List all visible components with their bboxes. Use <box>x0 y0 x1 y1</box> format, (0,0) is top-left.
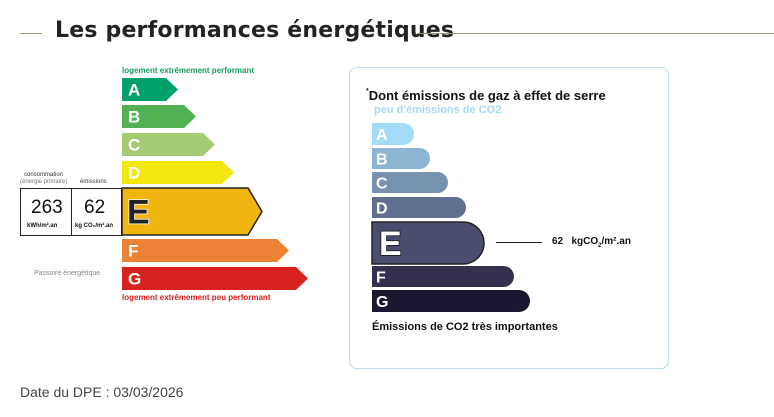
dpe-class-g-letter: G <box>128 270 141 289</box>
ges-class-e-bar <box>371 221 485 265</box>
dpe-class-d-bar <box>122 161 234 184</box>
dpe-class-c-letter: C <box>128 136 140 155</box>
ges-unit-prefix: kgCO <box>571 236 599 247</box>
ges-unit-suffix: /m².an <box>601 236 631 247</box>
ges-title-wrap: *Dont émissions de gaz à effet de serre <box>366 88 606 103</box>
ges-value-text: 62 kgCO2/m².an <box>552 236 631 249</box>
dpe-class-b-letter: B <box>128 108 140 127</box>
dpe-class-b-bar <box>122 105 196 128</box>
header-rule-left <box>20 33 42 34</box>
consumption-label: consommation <box>24 172 64 178</box>
ges-class-d-bar <box>372 197 466 218</box>
section-title: Les performances énergétiques <box>55 18 455 43</box>
emissions-value: 62 <box>84 197 106 218</box>
ges-class-e-letter: E <box>379 225 402 263</box>
ges-value-pointer <box>496 242 542 243</box>
dpe-value-box: 263 kWh/m².an 62 kg CO₂/m².an <box>20 188 122 236</box>
dpe-class-f-letter: F <box>128 242 138 261</box>
emissions-label: émissions <box>80 179 107 185</box>
dpe-class-c-bar <box>122 133 215 156</box>
passoire-label: Passoire énergétique <box>34 270 101 277</box>
dpe-class-e-letter: E <box>127 194 150 232</box>
consumption-value: 263 <box>31 197 63 218</box>
ges-unit-sub: 2 <box>598 243 602 249</box>
consumption-unit: kWh/m².an <box>27 223 58 229</box>
ges-class-f-bar <box>372 266 514 287</box>
section-header: Les performances énergétiques <box>0 18 774 48</box>
dpe-date: Date du DPE : 03/03/2026 <box>20 384 184 400</box>
header-rule-right <box>417 33 774 34</box>
ges-value: 62 <box>552 236 564 247</box>
dpe-top-note: logement extrêmement performant <box>122 66 255 75</box>
ges-class-g-letter: G <box>376 294 388 311</box>
ges-class-c-letter: C <box>376 176 388 193</box>
ges-card: *Dont émissions de gaz à effet de serre … <box>349 67 669 369</box>
dpe-class-g-bar <box>122 267 308 290</box>
ges-title: Dont émissions de gaz à effet de serre <box>368 88 606 103</box>
ges-class-b-bar <box>372 148 430 169</box>
dpe-class-f-bar <box>122 239 289 262</box>
dpe-bottom-note: logement extrêmement peu performant <box>122 293 271 302</box>
ges-bottom-note: Émissions de CO2 très importantes <box>372 321 558 333</box>
ges-class-a-letter: A <box>376 127 388 144</box>
ges-class-g-bar <box>372 290 530 312</box>
ges-class-d-letter: D <box>376 201 388 218</box>
ges-class-f-letter: F <box>376 270 386 287</box>
ges-class-a-bar <box>372 123 414 145</box>
consumption-sub-label: (énergie primaire) <box>20 179 68 185</box>
ges-class-b-letter: B <box>376 152 388 169</box>
emissions-unit: kg CO₂/m².an <box>75 223 114 229</box>
ges-top-note: peu d'émissions de CO2 <box>374 104 502 116</box>
dpe-class-e-bar <box>121 187 263 236</box>
value-box-separator <box>71 189 72 235</box>
ges-class-c-bar <box>372 172 448 193</box>
dpe-class-a-bar <box>122 78 178 101</box>
dpe-class-d-letter: D <box>128 164 140 183</box>
dpe-class-a-letter: A <box>128 81 140 100</box>
ges-title-mark: * <box>366 88 369 95</box>
